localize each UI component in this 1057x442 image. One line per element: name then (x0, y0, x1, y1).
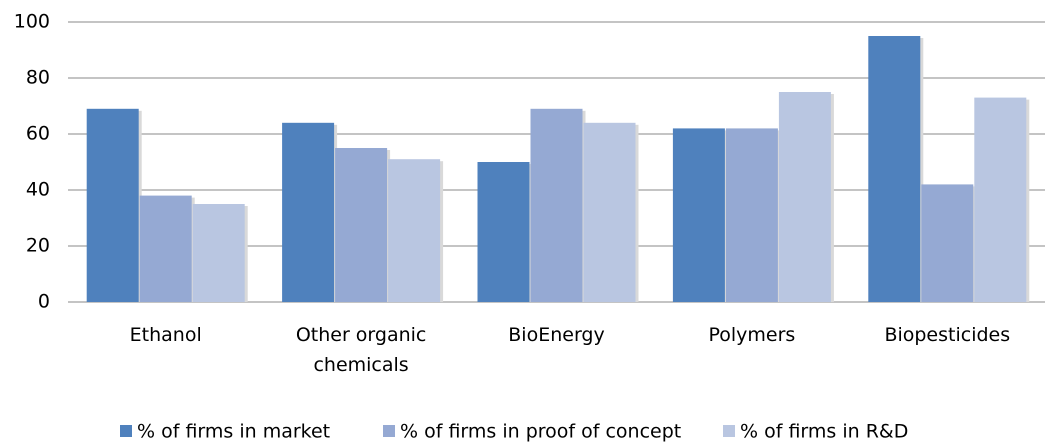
bar (86, 108, 139, 302)
bar (583, 122, 636, 302)
legend-label: % of firms in proof of concept (400, 421, 681, 442)
legend-label: % of firms in R&D (740, 421, 908, 442)
bar (530, 108, 583, 302)
bar (388, 159, 441, 302)
y-tick-label: 0 (38, 291, 50, 313)
x-tick-label: Ethanol (129, 324, 202, 346)
x-tick-label: Polymers (708, 324, 796, 346)
bar (974, 97, 1027, 302)
legend-swatch (120, 425, 132, 437)
y-tick-label: 80 (26, 67, 50, 89)
x-tick-label: Other organic chemicals (295, 324, 427, 376)
bar (921, 184, 974, 302)
bar (335, 148, 388, 302)
legend-label: % of firms in market (137, 421, 330, 442)
bar (192, 204, 245, 302)
bar (778, 92, 831, 302)
x-tick-label: Biopesticides (884, 324, 1011, 346)
bar (672, 128, 725, 302)
y-tick-label: 60 (26, 123, 50, 145)
x-tick-label: BioEnergy (508, 324, 605, 346)
bar (477, 162, 530, 302)
bar (282, 122, 335, 302)
bar (139, 195, 192, 302)
y-tick-label: 40 (26, 179, 50, 201)
legend-swatch (723, 425, 735, 437)
bar (868, 36, 921, 302)
y-tick-label: 20 (26, 235, 50, 257)
bar (725, 128, 778, 302)
y-tick-label: 100 (14, 11, 50, 33)
legend-swatch (383, 425, 395, 437)
